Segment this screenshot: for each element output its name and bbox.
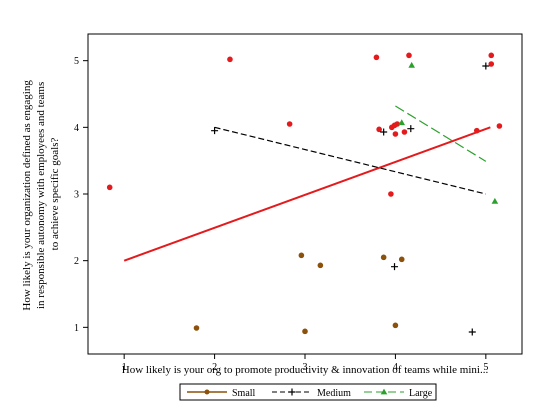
x-tick-label: 3 bbox=[303, 362, 308, 373]
x-tick-label: 1 bbox=[122, 362, 127, 373]
legend: Small Medium Large bbox=[179, 383, 437, 401]
point-medium bbox=[482, 62, 490, 70]
point-small bbox=[394, 121, 401, 127]
y-tick-label: 1 bbox=[74, 323, 79, 334]
point-large bbox=[398, 119, 406, 126]
point-small bbox=[398, 256, 405, 263]
point-medium bbox=[211, 127, 219, 135]
y-tick-label: 4 bbox=[74, 123, 79, 134]
point-small bbox=[373, 54, 380, 61]
x-tick-label: 5 bbox=[483, 362, 488, 373]
y-tick-label: 3 bbox=[74, 190, 79, 201]
point-small bbox=[106, 184, 113, 191]
legend-item-large: Large bbox=[364, 388, 433, 399]
point-small bbox=[298, 252, 305, 259]
fit-line-large bbox=[395, 105, 487, 162]
legend-item-medium: Medium bbox=[272, 388, 351, 399]
point-medium bbox=[407, 125, 415, 133]
point-small bbox=[488, 61, 495, 67]
x-tick-label: 4 bbox=[393, 362, 398, 373]
point-medium bbox=[468, 328, 476, 336]
point-small bbox=[401, 129, 408, 135]
fit-lines bbox=[123, 105, 491, 262]
point-medium bbox=[380, 128, 388, 136]
point-small bbox=[193, 325, 200, 331]
y-tick-label: 5 bbox=[74, 56, 79, 67]
legend-label-large: Large bbox=[409, 388, 433, 399]
y-axis-label-line-3: to achieve specific goals? bbox=[49, 138, 61, 251]
point-small bbox=[388, 191, 394, 197]
legend-label-medium: Medium bbox=[317, 388, 351, 399]
legend-label-small: Small bbox=[232, 388, 256, 399]
point-small bbox=[376, 126, 382, 133]
x-axis-label: How likely is your org to promote produc… bbox=[122, 364, 489, 376]
y-axis-label-line-2: in responsible autonomy with employees a… bbox=[35, 82, 47, 309]
point-small bbox=[392, 131, 399, 137]
point-small bbox=[380, 254, 387, 261]
y-axis: 1 2 3 4 5 bbox=[74, 56, 88, 334]
fit-line-medium bbox=[214, 126, 486, 195]
point-medium bbox=[391, 263, 399, 271]
point-small bbox=[406, 52, 412, 59]
legend-item-small: Small bbox=[187, 388, 256, 399]
point-large bbox=[408, 61, 415, 68]
point-small bbox=[286, 121, 293, 127]
point-small bbox=[227, 56, 233, 63]
x-axis: 1 2 3 4 5 bbox=[122, 354, 488, 373]
fit-line-small bbox=[123, 126, 491, 262]
x-tick-label: 2 bbox=[212, 362, 217, 373]
data-points bbox=[106, 52, 503, 336]
point-small bbox=[496, 123, 503, 129]
point-large bbox=[491, 197, 499, 204]
y-axis-label-line-1: How likely is your organization defined … bbox=[21, 80, 33, 311]
y-axis-label: How likely is your organization defined … bbox=[21, 77, 61, 310]
point-small bbox=[473, 127, 480, 134]
point-small bbox=[302, 328, 308, 335]
point-small bbox=[488, 52, 495, 59]
point-small bbox=[392, 322, 399, 329]
y-tick-label: 2 bbox=[74, 256, 79, 267]
point-small bbox=[317, 262, 324, 269]
